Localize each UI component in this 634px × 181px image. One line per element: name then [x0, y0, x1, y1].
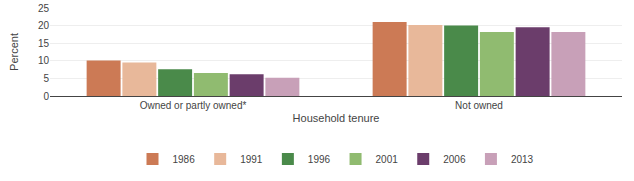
svg-text:2001: 2001 — [376, 154, 399, 165]
svg-text:Household tenure: Household tenure — [293, 112, 380, 124]
svg-text:0: 0 — [43, 91, 49, 102]
svg-text:2013: 2013 — [511, 154, 534, 165]
svg-text:5: 5 — [43, 73, 49, 84]
svg-text:15: 15 — [38, 38, 50, 49]
svg-text:20: 20 — [38, 20, 50, 31]
svg-text:10: 10 — [38, 55, 50, 66]
svg-text:Percent: Percent — [8, 33, 20, 71]
svg-text:1996: 1996 — [308, 154, 331, 165]
svg-text:2006: 2006 — [443, 154, 466, 165]
svg-text:Owned or partly owned*: Owned or partly owned* — [140, 100, 247, 111]
svg-text:25: 25 — [38, 3, 50, 14]
svg-text:1986: 1986 — [173, 154, 196, 165]
svg-text:Not owned: Not owned — [455, 100, 503, 111]
svg-text:1991: 1991 — [240, 154, 263, 165]
